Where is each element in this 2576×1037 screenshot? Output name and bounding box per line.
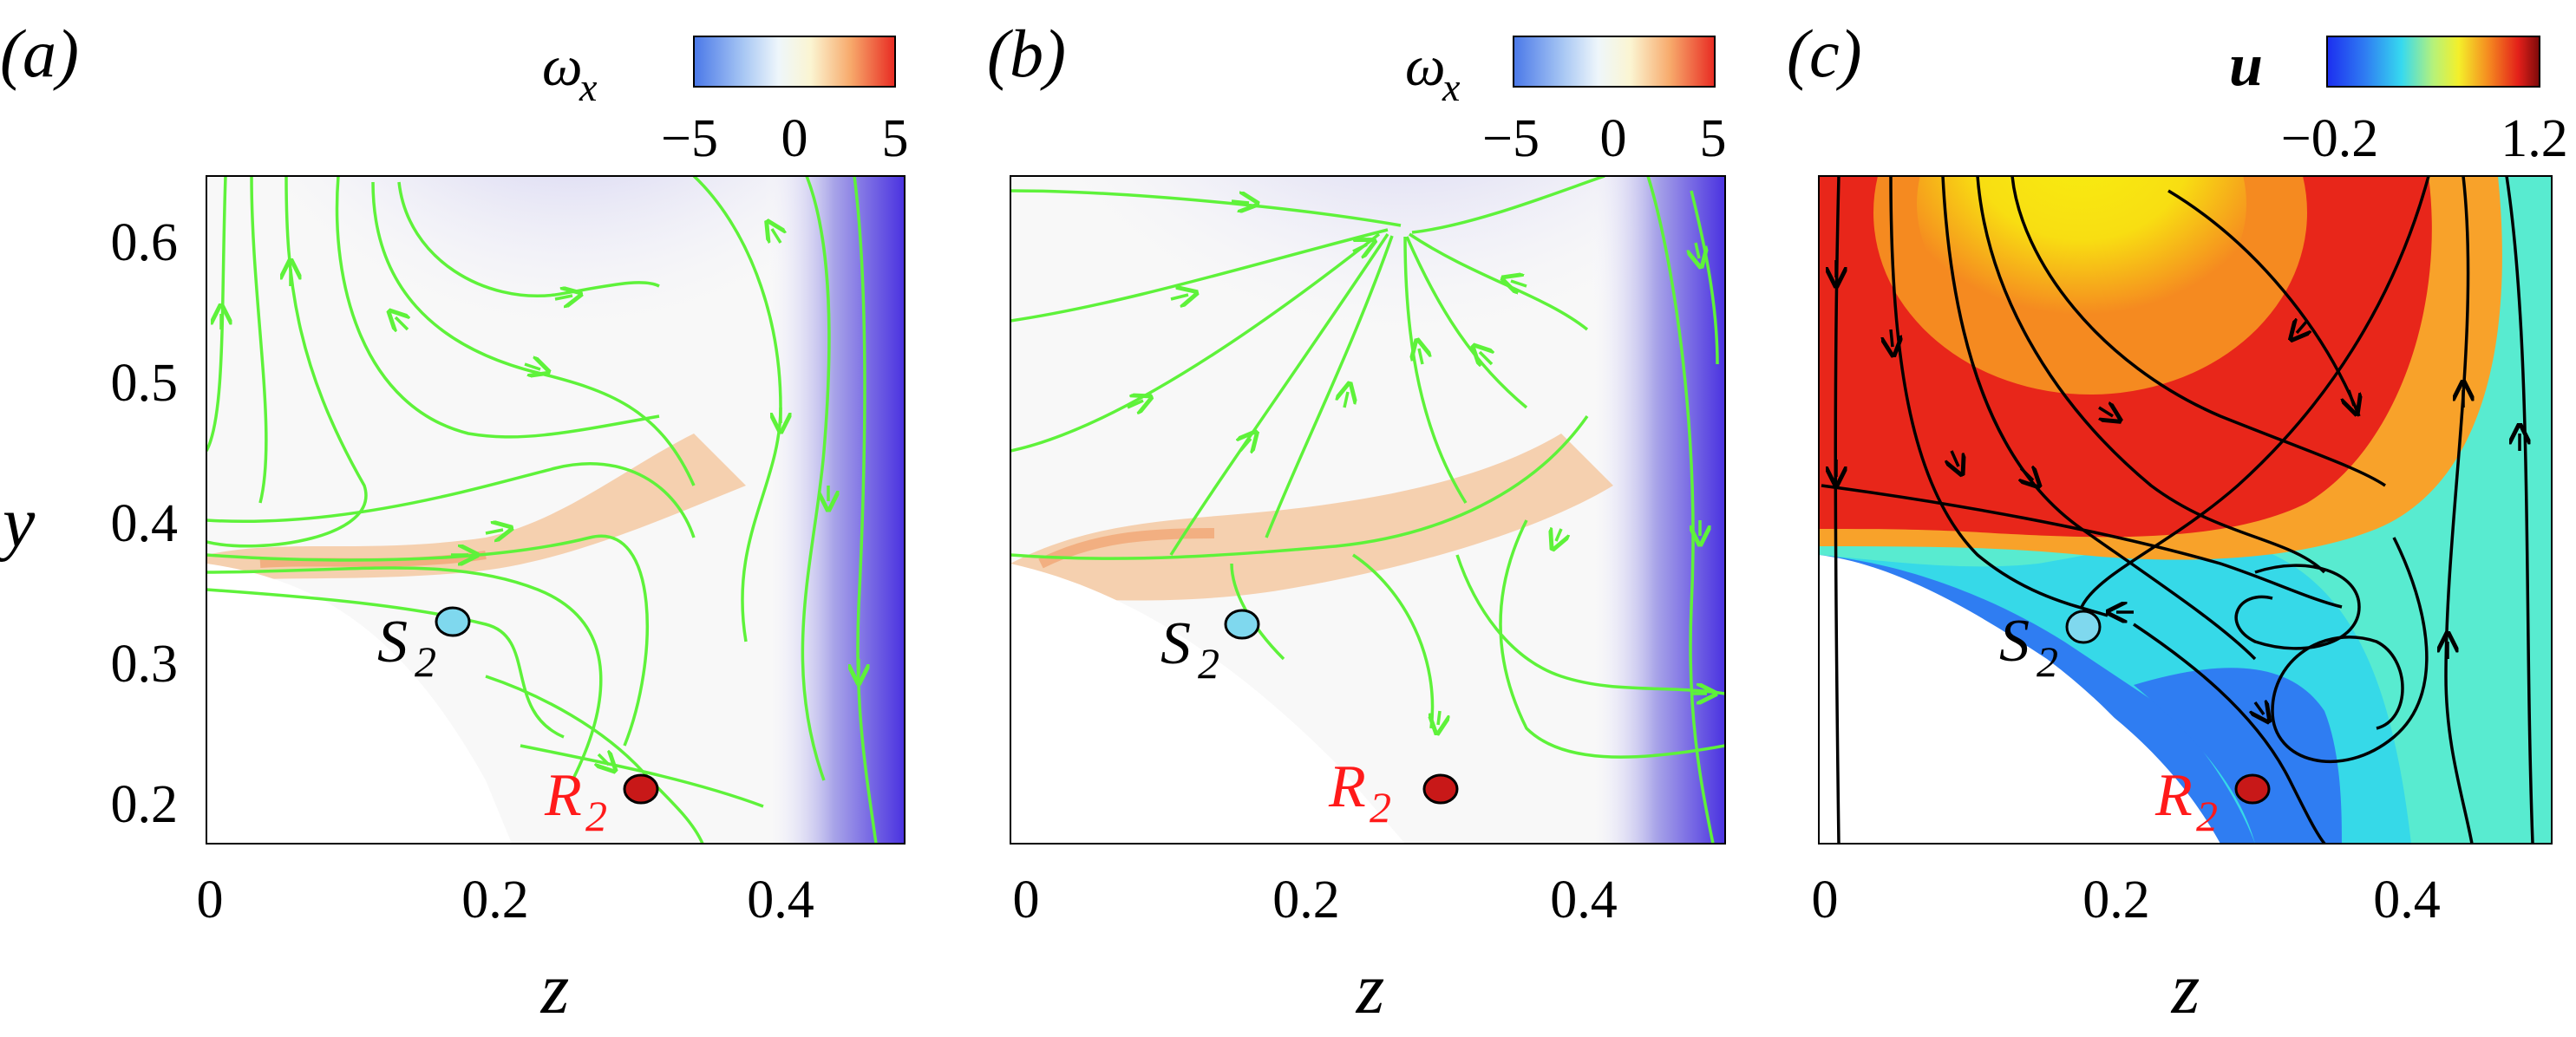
colorbar-a-tick: −5 [661, 109, 718, 168]
marker-s2-a-sub: 2 [415, 637, 436, 686]
marker-r2-c: R 2 [2154, 762, 2271, 840]
colorbar-b-tick: 0 [1600, 109, 1627, 168]
x-axis-a-title: z [540, 949, 570, 1029]
marker-s2-b-sub: 2 [1198, 639, 1219, 688]
marker-r2-c-sub: 2 [2196, 792, 2218, 840]
colorbar-b-title-sub: x [1442, 65, 1461, 109]
marker-r2-b: R 2 [1328, 753, 1459, 832]
panel-b: (b) ω x −5 0 5 [987, 16, 1727, 1029]
x-tick-b: 0 [1013, 871, 1040, 929]
colorbar-a-title: ω [542, 35, 583, 98]
colorbar-b-tick: −5 [1482, 109, 1540, 168]
x-axis-c: 0 0.2 0.4 z [1812, 871, 2441, 1029]
x-tick-b: 0.2 [1272, 871, 1340, 929]
marker-s2-a: S 2 [377, 606, 471, 686]
colorbar-c-tick: 1.2 [2501, 109, 2568, 168]
panel-a-label: (a) [0, 16, 79, 91]
colorbar-b: ω x −5 0 5 [1405, 35, 1727, 168]
plot-frame-b [1010, 175, 1726, 845]
x-tick-c: 0.2 [2082, 871, 2150, 929]
panel-c: (c) u −0.2 1.2 [1787, 16, 2568, 1029]
colorbar-b-title: ω [1405, 35, 1446, 98]
plot-area-c [1819, 176, 2552, 844]
x-axis-b-title: z [1356, 949, 1385, 1029]
plot-area-b [1010, 176, 1725, 844]
marker-r2-c-label: R [2154, 762, 2193, 829]
marker-s2-b-label: S [1161, 610, 1191, 677]
x-tick-c: 0.4 [2373, 871, 2441, 929]
y-axis: y 0.6 0.5 0.4 0.3 0.2 [0, 213, 178, 834]
marker-s2-c-label: S [1999, 608, 2030, 675]
colorbar-c-title: u [2229, 32, 2263, 99]
y-tick: 0.3 [111, 635, 179, 694]
marker-s2-b: S 2 [1161, 609, 1260, 688]
marker-s2-c-sub: 2 [2037, 637, 2058, 686]
plot-frame-a [206, 175, 906, 845]
colorbar-b-bar [1513, 36, 1716, 88]
y-tick: 0.4 [111, 494, 179, 553]
colorbar-a-tick: 5 [882, 109, 909, 168]
colorbar-c-tick: −0.2 [2281, 109, 2378, 168]
colorbar-a: ω x −5 0 5 [542, 35, 909, 168]
panel-b-label: (b) [987, 16, 1066, 91]
y-axis-title: y [0, 482, 36, 563]
x-tick-a: 0.2 [461, 871, 529, 929]
y-tick: 0.6 [111, 213, 179, 272]
x-tick-a: 0.4 [747, 871, 814, 929]
x-tick-b: 0.4 [1550, 871, 1618, 929]
colorbar-a-tick: 0 [781, 109, 808, 168]
y-tick: 0.2 [111, 775, 179, 834]
marker-r2-b-label: R [1328, 753, 1366, 820]
x-axis-a: 0 0.2 0.4 z [197, 871, 814, 1029]
y-tick: 0.5 [111, 354, 179, 413]
colorbar-a-title-sub: x [579, 65, 598, 109]
plot-area-a [206, 176, 905, 844]
colorbar-b-tick: 5 [1700, 109, 1727, 168]
marker-s2-c: S 2 [1999, 608, 2102, 686]
x-tick-a: 0 [197, 871, 224, 929]
marker-r2-a-sub: 2 [585, 792, 607, 840]
marker-r2-a-label: R [544, 762, 582, 829]
colorbar-c-bar [2326, 36, 2540, 88]
colorbar-c: u −0.2 1.2 [2229, 32, 2568, 168]
marker-r2-b-sub: 2 [1370, 783, 1391, 832]
marker-r2-a: R 2 [544, 762, 659, 840]
marker-s2-a-label: S [377, 609, 408, 675]
colorbar-a-bar [693, 36, 896, 88]
panel-a: (a) ω x −5 0 5 [0, 16, 909, 1029]
panel-c-label: (c) [1787, 16, 1862, 91]
plot-frame-c [1818, 175, 2553, 845]
x-axis-b: 0 0.2 0.4 z [1013, 871, 1618, 1029]
x-axis-c-title: z [2171, 949, 2200, 1029]
x-tick-c: 0 [1812, 871, 1839, 929]
